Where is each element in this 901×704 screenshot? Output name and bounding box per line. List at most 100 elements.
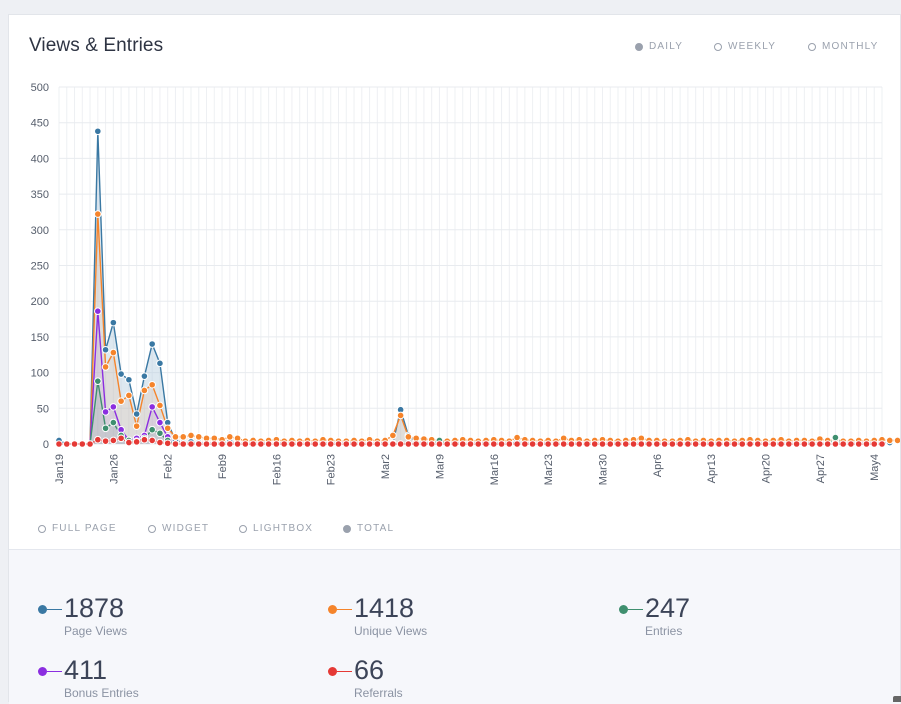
data-point [62,440,71,448]
stat-page-views: 1878 Page Views [38,594,127,638]
series-area [59,131,890,444]
x-tick-label: Mar9 [434,454,446,479]
data-point [521,440,529,448]
data-point [831,440,840,448]
data-point [210,440,219,448]
x-tick-label: Jan26 [108,454,120,484]
data-point [536,440,545,448]
data-point [140,372,149,380]
data-point [893,436,900,445]
data-point [156,429,164,438]
x-tick-label: Feb9 [217,454,229,479]
data-point [132,438,141,446]
stat-value: 1878 [64,593,125,623]
stat-label: Unique Views [354,624,428,638]
data-point [528,440,537,448]
data-point [171,440,180,448]
x-tick-label: Mar23 [543,454,555,485]
scroll-handle[interactable] [893,696,901,702]
series-area [59,214,898,444]
data-point [163,439,172,448]
range-daily[interactable]: DAILY [635,41,683,52]
radio-icon [808,42,816,51]
x-tick-label: Apr6 [652,454,664,477]
filter-label: TOTAL [357,523,395,534]
data-point [699,440,708,448]
stats-panel: 1878 Page Views 1418 Unique Views 247 Entri… [9,549,900,704]
data-point [226,433,234,441]
data-point [559,440,568,448]
data-point [552,440,560,448]
data-point [854,440,863,448]
data-point [117,370,125,378]
stat-value: 411 [64,655,108,685]
data-point [513,440,521,448]
stat-unique-views: 1418 Unique Views [328,594,427,638]
data-point [738,440,747,448]
data-point [606,440,615,448]
range-label: DAILY [649,41,684,52]
data-point [614,440,622,448]
filter-total[interactable]: TOTAL [343,523,394,534]
stat-entries: 247 Entries [619,594,690,638]
data-point [94,435,102,444]
data-point [109,318,118,327]
y-tick-label: 300 [31,225,49,237]
data-point [816,440,824,448]
x-tick-label: Apr27 [815,454,827,483]
data-point [132,410,141,418]
data-point [482,440,490,448]
card-title: Views & Entries [29,35,164,56]
data-point [94,210,102,218]
data-point [404,440,413,448]
data-point [288,440,296,448]
data-point [101,437,110,445]
y-tick-label: 50 [37,403,49,415]
data-point [125,438,133,447]
legend-dot [328,605,337,614]
data-point [575,440,583,448]
data-point [148,340,156,348]
data-point [272,440,281,448]
data-point [458,440,467,448]
filter-label: LIGHTBOX [253,523,314,534]
data-point [226,440,234,448]
data-point [684,440,692,448]
filter-full-page[interactable]: FULL PAGE [38,523,117,534]
data-point [194,440,203,448]
x-tick-label: May4 [869,454,881,481]
data-point [862,440,871,448]
data-point [101,363,110,371]
data-point [156,401,164,410]
data-point [109,348,118,357]
views-entries-card: Views & Entries DAILY WEEKLY MONTHLY 0 50… [8,14,901,704]
range-weekly[interactable]: WEEKLY [714,41,776,52]
data-point [125,375,133,384]
data-point [808,440,816,448]
data-point [451,440,459,448]
data-point [156,438,164,447]
data-point [676,440,684,448]
data-point [319,440,327,448]
data-point [140,386,149,395]
data-point [420,440,428,448]
legend-marker [328,667,352,676]
stat-value: 247 [645,593,691,623]
y-tick-label: 150 [31,332,49,344]
range-monthly[interactable]: MONTHLY [808,41,879,52]
data-point [404,433,413,441]
data-point [389,431,397,440]
data-point [497,440,506,448]
data-point [660,440,669,448]
data-point [179,433,188,441]
legend-dot [38,605,47,614]
data-point [187,431,195,440]
filter-lightbox[interactable]: LIGHTBOX [239,523,313,534]
filter-widget[interactable]: WIDGET [148,523,209,534]
legend-marker [38,605,62,614]
data-point [583,440,591,448]
data-point [761,440,770,448]
data-point [691,440,700,448]
data-point [373,440,382,448]
data-point [334,440,343,448]
